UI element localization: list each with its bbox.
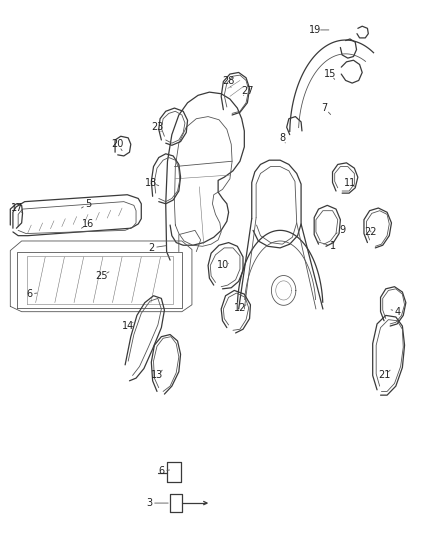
Text: 19: 19 bbox=[309, 25, 321, 35]
Text: 20: 20 bbox=[112, 139, 124, 149]
Text: 27: 27 bbox=[241, 86, 254, 96]
Text: 6: 6 bbox=[26, 289, 32, 299]
Text: 9: 9 bbox=[339, 225, 345, 236]
Text: 23: 23 bbox=[151, 122, 163, 132]
Text: 3: 3 bbox=[146, 498, 152, 508]
Text: 28: 28 bbox=[223, 77, 235, 86]
Text: 21: 21 bbox=[378, 370, 390, 381]
Text: 25: 25 bbox=[96, 271, 108, 281]
Text: 18: 18 bbox=[145, 177, 157, 188]
Text: 8: 8 bbox=[279, 133, 286, 143]
Text: 14: 14 bbox=[122, 321, 134, 331]
Text: 13: 13 bbox=[151, 370, 163, 381]
Text: 6: 6 bbox=[158, 466, 164, 476]
Text: 16: 16 bbox=[82, 219, 94, 229]
Text: 11: 11 bbox=[344, 177, 356, 188]
Text: 15: 15 bbox=[324, 69, 336, 79]
Text: 17: 17 bbox=[11, 203, 24, 213]
Text: 1: 1 bbox=[329, 241, 336, 251]
Text: 12: 12 bbox=[234, 303, 246, 313]
Text: 4: 4 bbox=[395, 306, 401, 317]
Text: 22: 22 bbox=[365, 227, 377, 237]
Text: 5: 5 bbox=[85, 199, 91, 209]
Text: 2: 2 bbox=[148, 243, 155, 253]
Text: 7: 7 bbox=[321, 103, 328, 113]
Text: 10: 10 bbox=[217, 261, 230, 270]
